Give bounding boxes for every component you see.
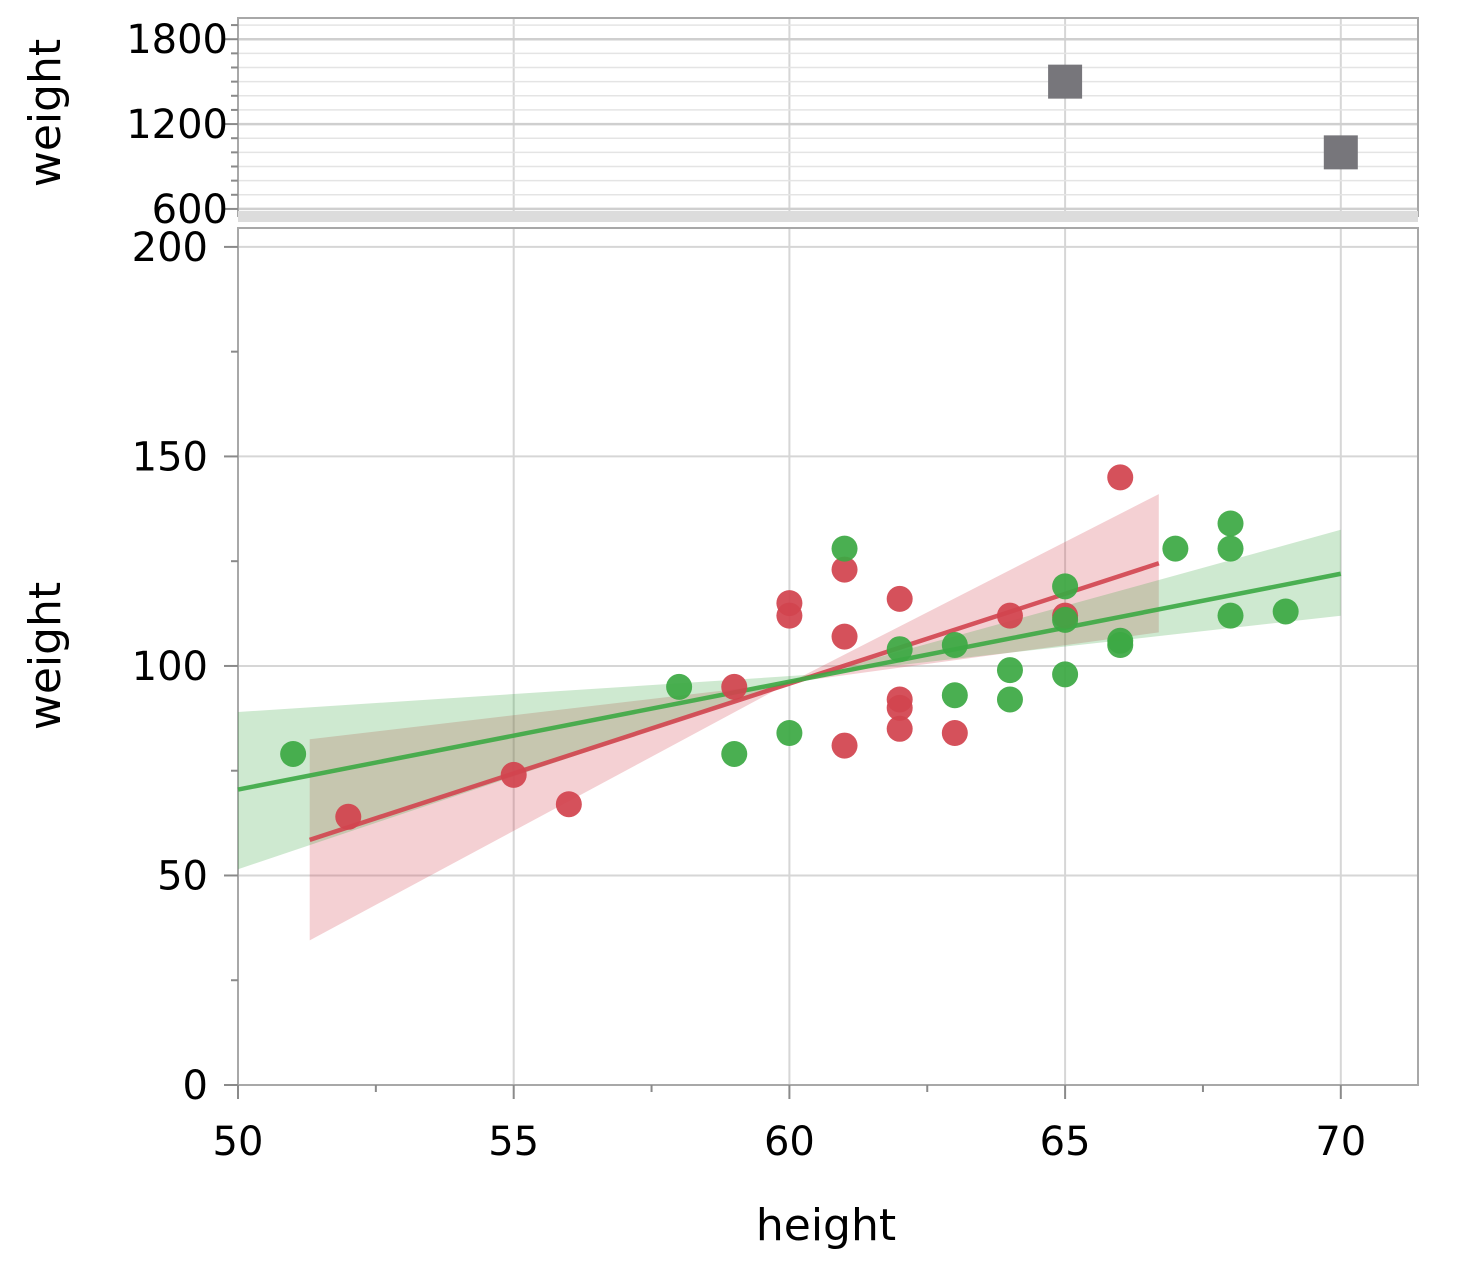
y-tick-label: 50 — [157, 853, 208, 899]
lower-points — [280, 464, 1299, 830]
lower-plot-frame — [237, 227, 1419, 1086]
data-point — [1107, 464, 1134, 491]
data-point — [941, 632, 968, 658]
upper-plot-frame — [237, 17, 1419, 217]
x-tick-label: 65 — [1040, 1119, 1091, 1165]
data-point — [335, 803, 362, 830]
data-point — [776, 602, 803, 629]
data-point — [1107, 632, 1134, 658]
upper-points — [1048, 64, 1358, 170]
data-point — [996, 686, 1023, 713]
y-tick-label: 100 — [132, 644, 208, 690]
upper-y-tick-label: 600 — [152, 187, 228, 233]
data-point — [831, 556, 858, 583]
data-point — [666, 673, 693, 700]
data-point — [1162, 535, 1189, 562]
data-point — [1217, 535, 1244, 562]
data-point — [1217, 510, 1244, 537]
axis-break-band — [238, 211, 1418, 222]
x-tick-label: 50 — [213, 1119, 264, 1165]
data-point — [886, 694, 913, 721]
fit-line — [237, 571, 1342, 792]
data-point — [996, 657, 1023, 684]
y-tick-label: 0 — [183, 1063, 208, 1109]
data-point — [1272, 598, 1299, 625]
upper-square-point — [1323, 135, 1358, 170]
data-point — [1217, 602, 1244, 629]
lower-grid — [237, 228, 1418, 1085]
x-axis-title: height — [756, 1200, 896, 1251]
upper-panel: 600 1200 1800 weight — [20, 17, 1419, 233]
upper-y-ticks: 600 1200 1800 — [126, 17, 238, 233]
upper-y-tick-label: 1200 — [126, 102, 228, 148]
y-tick-label: 150 — [132, 434, 208, 480]
upper-y-tick-label: 1800 — [126, 17, 228, 63]
data-point — [886, 715, 913, 742]
data-point — [721, 740, 748, 767]
data-point — [941, 720, 968, 746]
data-point — [500, 761, 527, 788]
data-point — [555, 791, 582, 818]
data-point — [1052, 573, 1079, 600]
data-point — [886, 636, 913, 663]
x-tick-label: 70 — [1315, 1119, 1366, 1165]
data-point — [831, 732, 858, 759]
data-point — [776, 720, 803, 746]
y-tick-label: 200 — [132, 225, 208, 271]
lower-y-axis-title: weight — [20, 582, 71, 730]
data-point — [1052, 606, 1079, 633]
data-point — [996, 602, 1023, 629]
data-point — [941, 682, 968, 709]
data-point — [831, 623, 858, 650]
x-tick-label: 55 — [488, 1119, 539, 1165]
x-tick-label: 60 — [764, 1119, 815, 1165]
upper-y-axis-title: weight — [20, 39, 71, 187]
data-point — [886, 585, 913, 612]
data-point — [721, 673, 748, 700]
upper-grid — [237, 18, 1418, 216]
data-point — [280, 740, 307, 767]
confidence-band — [309, 494, 1159, 941]
upper-square-point — [1048, 64, 1083, 99]
data-point — [831, 535, 858, 562]
data-point — [1052, 661, 1079, 688]
